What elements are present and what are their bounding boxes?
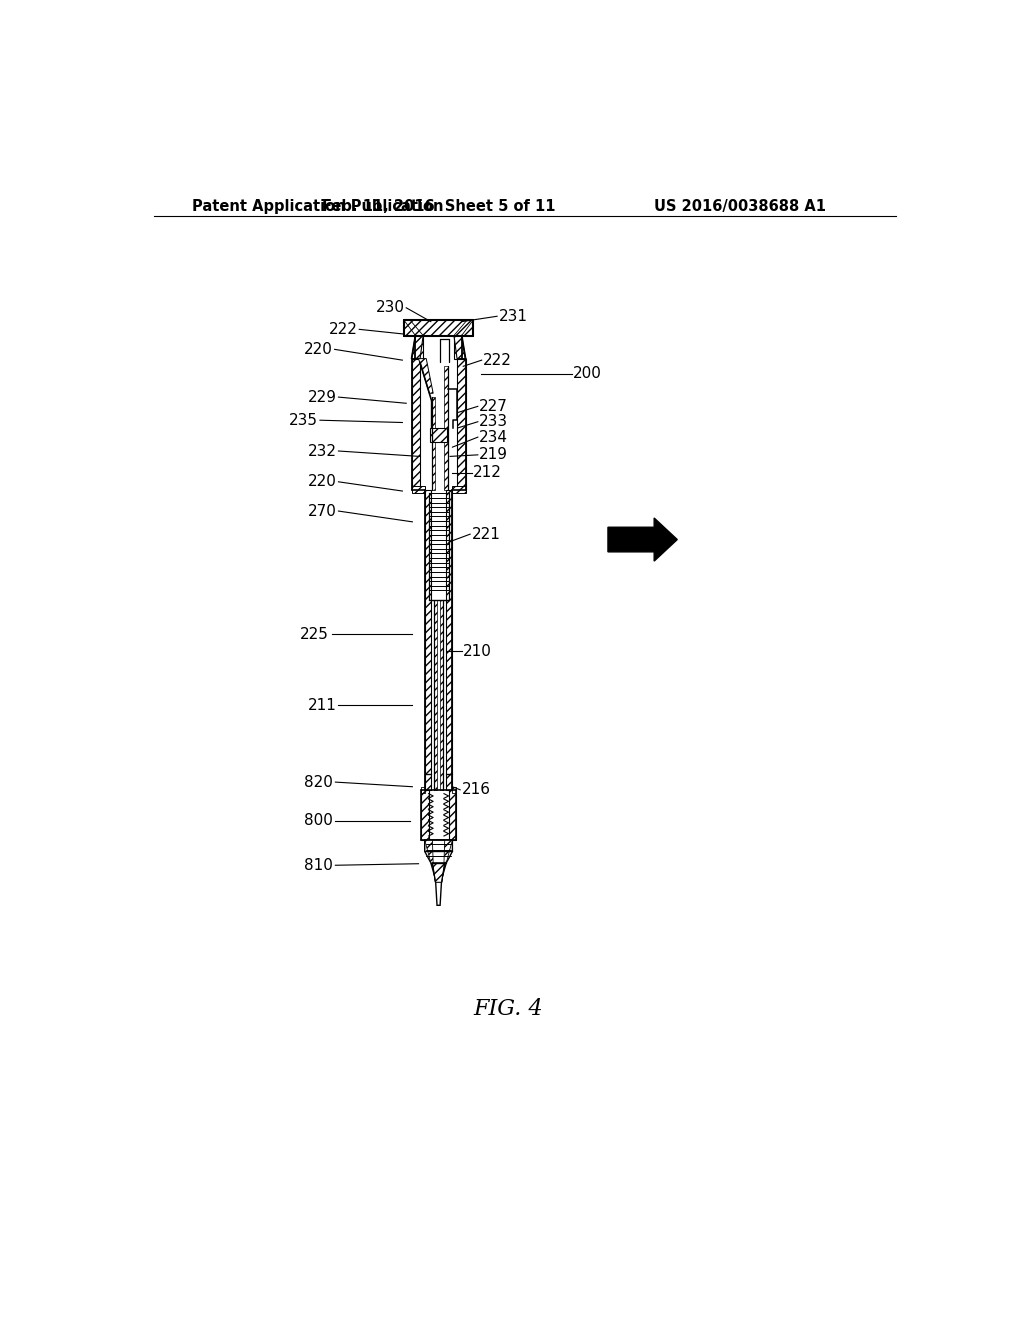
Polygon shape — [412, 486, 425, 494]
Polygon shape — [449, 789, 457, 840]
Text: 220: 220 — [303, 342, 333, 356]
Text: 219: 219 — [479, 447, 508, 462]
Text: 222: 222 — [483, 352, 512, 368]
Polygon shape — [425, 840, 433, 863]
Polygon shape — [430, 428, 447, 442]
Text: 211: 211 — [308, 697, 337, 713]
Text: 212: 212 — [473, 465, 502, 480]
Polygon shape — [403, 321, 423, 335]
Polygon shape — [444, 367, 447, 490]
Polygon shape — [440, 599, 443, 789]
Polygon shape — [403, 321, 473, 335]
Polygon shape — [454, 321, 473, 335]
Text: 800: 800 — [304, 813, 333, 828]
Text: 820: 820 — [304, 775, 333, 789]
Text: 233: 233 — [479, 414, 509, 429]
Text: 232: 232 — [308, 444, 337, 458]
Text: 220: 220 — [308, 474, 337, 490]
Text: 221: 221 — [472, 527, 501, 541]
Text: 227: 227 — [479, 399, 508, 414]
Text: 210: 210 — [463, 644, 493, 659]
Polygon shape — [412, 359, 420, 490]
Polygon shape — [421, 787, 425, 793]
Polygon shape — [432, 863, 444, 882]
Text: Feb. 11, 2016  Sheet 5 of 11: Feb. 11, 2016 Sheet 5 of 11 — [322, 198, 555, 214]
Text: 810: 810 — [304, 858, 333, 873]
Polygon shape — [434, 599, 437, 789]
Polygon shape — [452, 486, 466, 494]
Text: 234: 234 — [479, 429, 508, 445]
Polygon shape — [416, 335, 423, 359]
Text: Patent Application Publication: Patent Application Publication — [193, 198, 443, 214]
Text: 235: 235 — [289, 413, 317, 428]
Polygon shape — [454, 335, 466, 359]
Text: 230: 230 — [376, 300, 404, 315]
Text: 216: 216 — [462, 783, 490, 797]
Polygon shape — [425, 490, 431, 789]
Polygon shape — [412, 335, 423, 359]
Polygon shape — [457, 359, 466, 490]
Text: 270: 270 — [308, 503, 337, 519]
Polygon shape — [444, 840, 453, 863]
Polygon shape — [446, 490, 452, 789]
Polygon shape — [432, 397, 435, 490]
Text: 229: 229 — [308, 389, 337, 405]
Polygon shape — [452, 787, 457, 793]
Polygon shape — [421, 789, 429, 840]
Polygon shape — [608, 517, 677, 561]
Text: US 2016/0038688 A1: US 2016/0038688 A1 — [654, 198, 826, 214]
Polygon shape — [454, 335, 462, 359]
Text: 225: 225 — [300, 627, 330, 642]
Polygon shape — [432, 863, 444, 882]
Text: 222: 222 — [329, 322, 357, 337]
Polygon shape — [419, 359, 433, 393]
Text: FIG. 4: FIG. 4 — [473, 998, 543, 1020]
Text: 200: 200 — [573, 367, 602, 381]
Text: 231: 231 — [499, 309, 527, 323]
Polygon shape — [425, 840, 453, 906]
